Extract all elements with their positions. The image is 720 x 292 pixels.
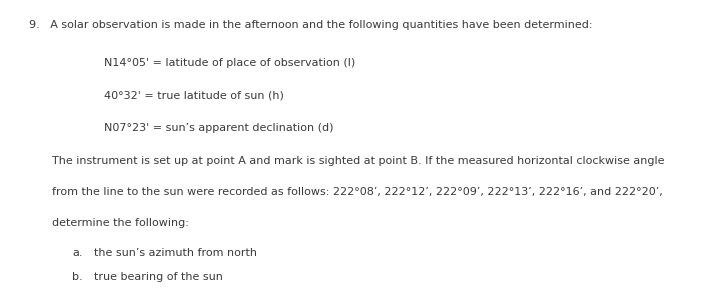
- Text: from the line to the sun were recorded as follows: 222°08’, 222°12’, 222°09’, 22: from the line to the sun were recorded a…: [52, 187, 662, 197]
- Text: a.: a.: [72, 248, 83, 258]
- Text: 40°32' = true latitude of sun (h): 40°32' = true latitude of sun (h): [104, 91, 284, 100]
- Text: 9.   A solar observation is made in the afternoon and the following quantities h: 9. A solar observation is made in the af…: [29, 20, 593, 30]
- Text: N14°05' = latitude of place of observation (l): N14°05' = latitude of place of observati…: [104, 58, 356, 68]
- Text: the sun’s azimuth from north: the sun’s azimuth from north: [94, 248, 256, 258]
- Text: b.: b.: [72, 272, 83, 282]
- Text: determine the following:: determine the following:: [52, 218, 189, 227]
- Text: The instrument is set up at point A and mark is sighted at point B. If the measu: The instrument is set up at point A and …: [52, 156, 665, 166]
- Text: true bearing of the sun: true bearing of the sun: [94, 272, 222, 282]
- Text: N07°23' = sun’s apparent declination (d): N07°23' = sun’s apparent declination (d): [104, 123, 334, 133]
